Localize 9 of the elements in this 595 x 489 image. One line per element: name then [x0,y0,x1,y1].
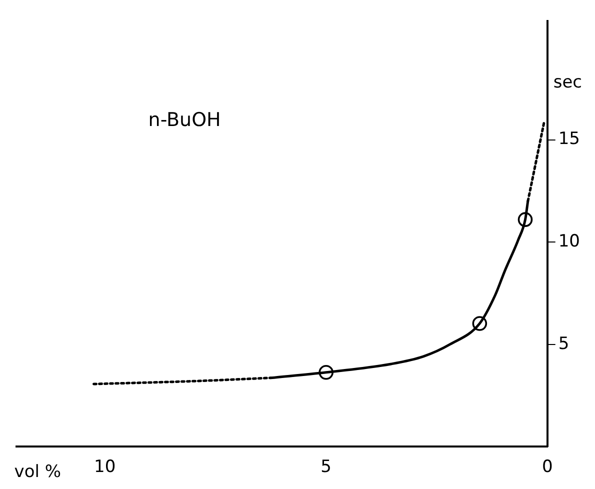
x-tick-label: 0 [542,457,553,478]
y-tick-label: 10 [558,232,580,252]
y-tick-label: 15 [558,129,580,150]
x-tick-label: 5 [320,457,332,478]
x-tick-label: 10 [94,457,116,478]
y-axis-title: sec [553,72,582,93]
annotation: n-BuOH [148,109,221,132]
x-axis-title: vol % [14,462,62,482]
y-tick-label: 5 [558,334,570,354]
